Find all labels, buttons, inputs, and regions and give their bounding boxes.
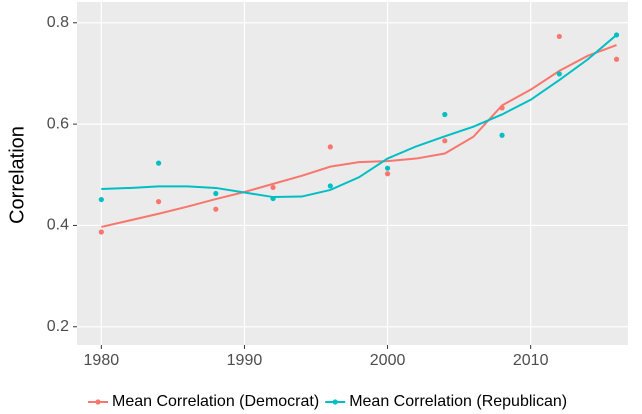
data-point — [384, 165, 391, 171]
smooth-line — [101, 44, 617, 228]
legend-key-point — [95, 399, 101, 405]
data-point — [442, 111, 448, 118]
smooth-line — [101, 34, 618, 199]
data-point — [270, 184, 276, 191]
x-tick-label: 2010 — [513, 352, 549, 369]
plot-panel — [77, 2, 628, 345]
legend-label: Mean Correlation (Republican) — [349, 393, 567, 410]
y-tick-label: 0.4 — [47, 217, 69, 234]
data-point — [327, 183, 333, 189]
legend-label: Mean Correlation (Democrat) — [112, 393, 319, 410]
data-point — [155, 160, 162, 166]
y-axis-label: Correlation — [6, 126, 28, 224]
data-point — [155, 199, 162, 205]
data-point — [499, 132, 505, 138]
x-tick-label: 2000 — [370, 352, 406, 369]
data-point — [556, 71, 562, 77]
data-point — [213, 206, 219, 212]
y-tick-label: 0.2 — [47, 318, 69, 335]
data-point — [613, 56, 620, 62]
data-point — [98, 229, 104, 235]
data-point — [442, 138, 448, 144]
data-point — [384, 171, 391, 177]
x-tick-label: 1980 — [84, 352, 120, 369]
data-point — [213, 190, 219, 197]
y-tick-label: 0.6 — [47, 115, 69, 132]
data-point — [98, 196, 104, 203]
y-tick-label: 0.8 — [47, 14, 69, 31]
data-point — [556, 33, 562, 40]
legend-key-point — [332, 399, 338, 405]
x-tick-label: 1990 — [227, 352, 263, 369]
data-point — [327, 144, 333, 150]
